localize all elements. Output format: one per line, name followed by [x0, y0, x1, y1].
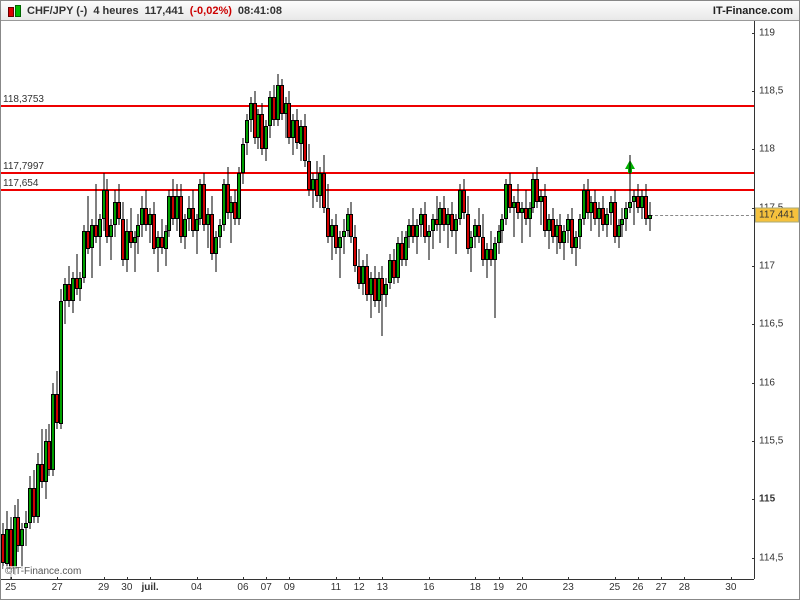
current-price-badge: 117,441: [755, 207, 799, 222]
hline-label: 117,7997: [3, 161, 44, 172]
chart-header: CHF/JPY (-) 4 heures 117,441 (-0,02%) 08…: [1, 1, 799, 21]
brand-label: IT-Finance.com: [713, 5, 793, 17]
x-tick-label: 07: [261, 582, 272, 593]
x-tick-label: 25: [609, 582, 620, 593]
y-tick-label: 115,5: [755, 436, 783, 447]
chart-container: CHF/JPY (-) 4 heures 117,441 (-0,02%) 08…: [0, 0, 800, 600]
y-tick-label: 118: [755, 144, 775, 155]
copyright-label: ©IT-Finance.com: [3, 566, 83, 577]
y-tick-label: 116: [755, 377, 775, 388]
x-tick-label: 29: [98, 582, 109, 593]
y-tick-label: 119: [755, 27, 775, 38]
y-tick-label: 117: [755, 261, 775, 272]
y-tick-label: 114,5: [755, 552, 783, 563]
y-tick-label: 116,5: [755, 319, 783, 330]
x-tick-label: 23: [563, 582, 574, 593]
price-label: 117,441: [145, 5, 184, 17]
candlestick-icon: [7, 4, 21, 18]
change-label: (-0,02%): [190, 5, 232, 17]
timeframe-label: 4 heures: [93, 5, 138, 17]
x-tick-label: 18: [470, 582, 481, 593]
x-tick-label: 30: [725, 582, 736, 593]
plot-area[interactable]: 118,3753 117,7997 117,654: [1, 21, 754, 579]
y-tick-label: 118,5: [755, 86, 783, 97]
x-tick-label: 20: [516, 582, 527, 593]
current-price-line: [650, 215, 754, 216]
y-axis: 114,5115115,5116116,5117117,5118118,5119…: [754, 21, 799, 579]
x-tick-label: 12: [354, 582, 365, 593]
x-tick-label: 26: [632, 582, 643, 593]
x-tick-label: 04: [191, 582, 202, 593]
x-tick-label: juil.: [141, 582, 158, 593]
x-tick-label: 19: [493, 582, 504, 593]
symbol-label: CHF/JPY (-): [27, 5, 87, 17]
x-tick-label: 09: [284, 582, 295, 593]
x-tick-label: 27: [656, 582, 667, 593]
x-tick-label: 11: [331, 582, 341, 593]
y-tick-label: 115: [755, 494, 775, 505]
x-tick-label: 13: [377, 582, 388, 593]
x-tick-label: 30: [121, 582, 132, 593]
x-tick-label: 27: [52, 582, 63, 593]
x-axis: 25 27 29 30 juil. 04 06 07 09 11 12 13 16 18 19 20 23 25 2…: [1, 579, 754, 599]
hline-label: 118,3753: [3, 94, 44, 105]
x-tick-label: 25: [5, 582, 16, 593]
horizontal-line[interactable]: [1, 105, 754, 107]
horizontal-line[interactable]: [1, 172, 754, 174]
x-tick-label: 28: [679, 582, 690, 593]
time-label: 08:41:08: [238, 5, 282, 17]
x-tick-label: 06: [237, 582, 248, 593]
hline-label: 117,654: [3, 178, 38, 189]
x-tick-label: 16: [423, 582, 434, 593]
